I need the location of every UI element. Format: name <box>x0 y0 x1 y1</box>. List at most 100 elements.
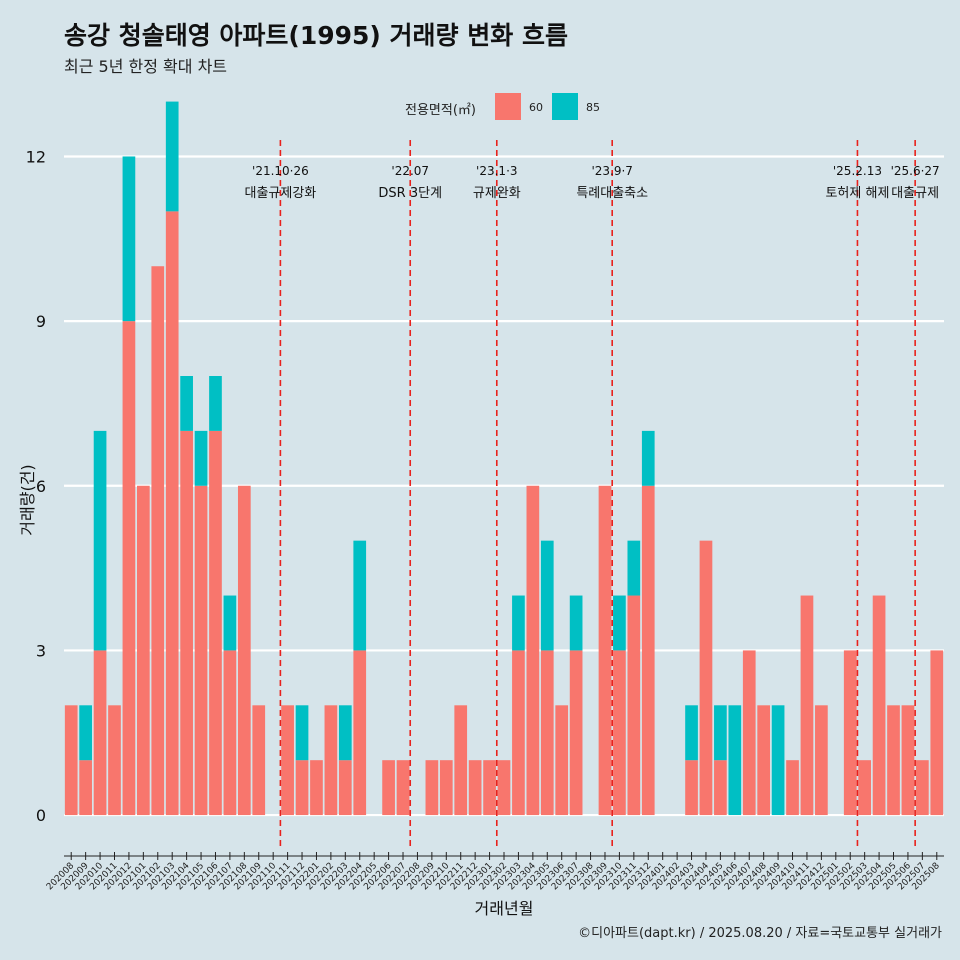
bar-60-202008 <box>64 705 78 816</box>
y-tick-label-0: 0 <box>36 806 46 825</box>
y-tick-label-12: 12 <box>26 147 46 166</box>
bar-60-202103 <box>165 211 179 816</box>
bar-60-202309 <box>598 485 612 816</box>
event-date-4: '25.2.13 <box>833 164 882 178</box>
x-axis-title: 거래년월 <box>475 899 534 918</box>
bar-60-202101 <box>136 485 150 816</box>
bar-85-202103 <box>165 101 179 212</box>
y-axis-title: 거래량(건) <box>18 464 37 535</box>
bar-60-202307 <box>569 650 583 816</box>
bar-85-202203 <box>338 705 352 761</box>
source-caption: ©디아파트(dapt.kr) / 2025.08.20 / 자료=국토교통부 실… <box>578 926 942 941</box>
bar-85-202406 <box>728 705 742 816</box>
bar-60-202211 <box>454 705 468 816</box>
bar-60-202212 <box>468 760 482 816</box>
bar-60-202302 <box>497 760 511 816</box>
bar-60-202011 <box>108 705 121 816</box>
bar-60-202206 <box>382 760 395 816</box>
bar-60-202104 <box>180 430 193 816</box>
chart-subtitle: 최근 5년 한정 확대 차트 <box>64 57 228 76</box>
legend-label-60: 60 <box>529 101 543 114</box>
event-label-0: 대출규제강화 <box>245 186 317 201</box>
bar-60-202106 <box>209 430 222 816</box>
bar-60-202305 <box>540 650 554 816</box>
bar-60-202311 <box>627 595 641 816</box>
bar-60-202312 <box>641 485 655 816</box>
bar-85-202010 <box>93 430 107 651</box>
bar-60-202408 <box>757 705 771 816</box>
bar-60-202102 <box>151 266 165 816</box>
event-label-5: 대출규제 <box>891 186 939 201</box>
event-label-4: 토허제 해제 <box>825 186 889 201</box>
bar-85-202310 <box>613 595 626 651</box>
legend-title: 전용면적(㎡) <box>405 103 476 118</box>
bar-60-202404 <box>699 540 713 816</box>
bar-85-202106 <box>209 376 222 431</box>
bar-60-202411 <box>800 595 814 816</box>
event-date-0: '21.10·26 <box>252 164 309 178</box>
bar-60-202505 <box>887 705 900 816</box>
bar-85-202107 <box>223 595 237 651</box>
bar-85-202403 <box>685 705 698 761</box>
bar-60-202306 <box>555 705 569 816</box>
event-date-2: '23.1·3 <box>476 164 517 178</box>
legend-label-85: 85 <box>586 101 600 114</box>
bar-60-202506 <box>901 705 915 816</box>
bar-60-202502 <box>843 650 857 816</box>
bar-85-202405 <box>714 705 727 761</box>
event-label-3: 특례대출축소 <box>576 186 648 201</box>
bar-60-202111 <box>281 705 294 816</box>
bar-60-202507 <box>916 760 929 816</box>
bar-60-202407 <box>742 650 756 816</box>
bar-60-202403 <box>685 760 698 816</box>
bar-60-202112 <box>295 760 309 816</box>
event-label-1: DSR 3단계 <box>378 186 442 201</box>
bar-60-202410 <box>786 760 799 816</box>
bar-60-202207 <box>396 760 410 816</box>
bar-60-202503 <box>858 760 872 816</box>
bar-60-202304 <box>526 485 540 816</box>
bar-60-202303 <box>512 650 525 816</box>
bar-60-202508 <box>930 650 944 816</box>
bar-60-202405 <box>714 760 727 816</box>
y-tick-label-6: 6 <box>36 477 46 496</box>
bar-85-202105 <box>194 430 208 486</box>
y-tick-label-9: 9 <box>36 312 46 331</box>
bar-60-202310 <box>613 650 626 816</box>
bar-85-202303 <box>512 595 525 651</box>
bar-60-202109 <box>252 705 266 816</box>
legend: 전용면적(㎡) 60 85 <box>0 93 960 123</box>
bar-85-202311 <box>627 540 641 596</box>
bar-60-202412 <box>815 705 828 816</box>
bar-60-202201 <box>310 760 323 816</box>
event-date-1: '22.07 <box>391 164 429 178</box>
bar-85-202009 <box>79 705 92 761</box>
bar-60-202010 <box>93 650 107 816</box>
bar-85-202409 <box>771 705 785 816</box>
legend-key-85 <box>552 93 578 120</box>
bar-60-202105 <box>194 485 208 816</box>
bar-85-202312 <box>641 430 655 486</box>
bar-60-202012 <box>122 321 136 816</box>
y-tick-label-3: 3 <box>36 641 46 660</box>
bar-85-202104 <box>180 376 193 431</box>
bar-60-202108 <box>237 485 251 816</box>
bar-60-202209 <box>425 760 439 816</box>
bar-85-202204 <box>353 540 367 651</box>
bar-60-202203 <box>338 760 352 816</box>
bar-85-202307 <box>569 595 583 651</box>
bar-60-202301 <box>483 760 496 816</box>
bar-60-202204 <box>353 650 367 816</box>
bar-60-202202 <box>324 705 338 816</box>
bar-85-202112 <box>295 705 309 761</box>
event-date-5: '25.6·27 <box>891 164 940 178</box>
bar-60-202009 <box>79 760 92 816</box>
chart-title: 송강 청솔태영 아파트(1995) 거래량 변화 흐름 <box>64 21 568 50</box>
bar-85-202305 <box>540 540 554 651</box>
bar-60-202107 <box>223 650 237 816</box>
bar-60-202210 <box>439 760 453 816</box>
legend-key-60 <box>495 93 521 120</box>
bar-85-202012 <box>122 156 136 322</box>
event-label-2: 규제완화 <box>473 186 521 201</box>
